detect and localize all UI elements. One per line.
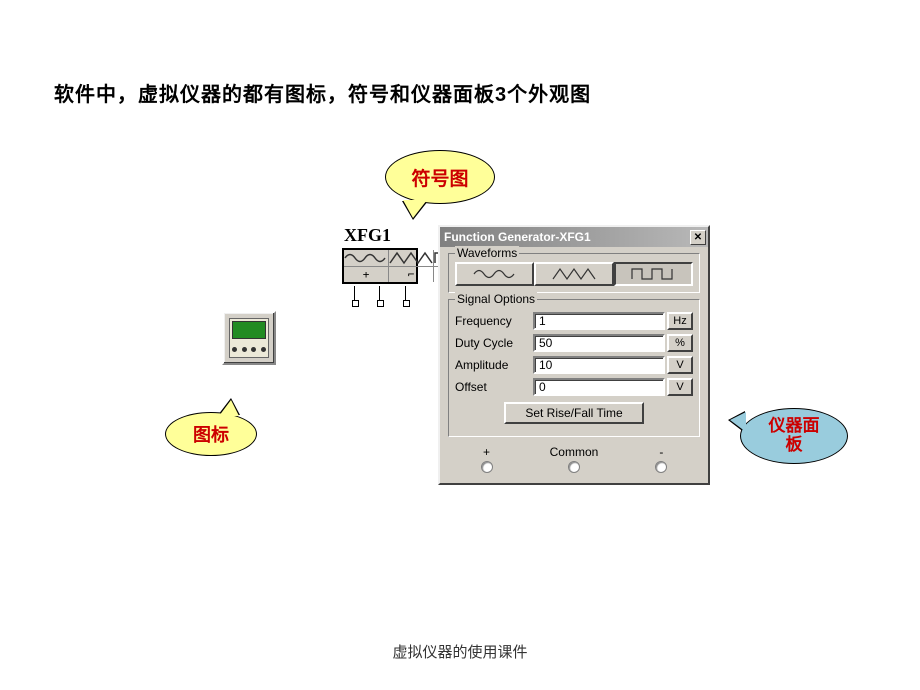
duty-cycle-input[interactable]: 50: [533, 334, 665, 352]
symbol-component[interactable]: + ⌐ −: [342, 248, 418, 284]
frequency-row: Frequency 1 Hz: [455, 312, 693, 330]
terminal-minus: -: [655, 445, 667, 473]
frequency-input[interactable]: 1: [533, 312, 665, 330]
callout-panel-label: 仪器面 板: [740, 408, 848, 464]
callout-symbol: 符号图: [385, 150, 495, 204]
duty-cycle-row: Duty Cycle 50 %: [455, 334, 693, 352]
window-title: Function Generator-XFG1: [444, 230, 690, 244]
waveform-square-button[interactable]: [614, 262, 693, 286]
toolbar-icon[interactable]: [222, 311, 276, 365]
offset-input[interactable]: 0: [533, 378, 665, 396]
function-generator-panel: Function Generator-XFG1 ✕ Waveforms Sign…: [438, 225, 710, 485]
title-bar[interactable]: Function Generator-XFG1 ✕: [440, 227, 708, 247]
set-rise-fall-button[interactable]: Set Rise/Fall Time: [504, 402, 644, 424]
duty-cycle-unit-button[interactable]: %: [667, 334, 693, 352]
close-button[interactable]: ✕: [690, 230, 706, 245]
signal-options-group-label: Signal Options: [455, 292, 537, 306]
symbol-pin-plus: +: [344, 267, 388, 283]
waveform-sine-button[interactable]: [455, 262, 534, 286]
symbol-pins: [342, 286, 418, 304]
terminal-plus-radio[interactable]: [481, 461, 493, 473]
amplitude-row: Amplitude 10 V: [455, 356, 693, 374]
toolbar-icon-graphic: [229, 318, 269, 358]
symbol-label: XFG1: [344, 225, 391, 246]
callout-symbol-label: 符号图: [385, 150, 495, 204]
frequency-label: Frequency: [455, 314, 533, 328]
waveform-triangle-button[interactable]: [534, 262, 613, 286]
offset-row: Offset 0 V: [455, 378, 693, 396]
duty-cycle-label: Duty Cycle: [455, 336, 533, 350]
signal-options-group: Signal Options Frequency 1 Hz Duty Cycle…: [448, 299, 700, 437]
terminal-minus-label: -: [659, 445, 663, 459]
callout-icon-label: 图标: [165, 412, 257, 456]
terminal-plus: +: [481, 445, 493, 473]
waveforms-group: Waveforms: [448, 253, 700, 293]
frequency-unit-button[interactable]: Hz: [667, 312, 693, 330]
terminal-minus-radio[interactable]: [655, 461, 667, 473]
triangle-wave-icon: [389, 250, 433, 267]
symbol-pin-common: ⌐: [389, 267, 433, 283]
terminal-common-label: Common: [550, 445, 599, 459]
terminals-row: + Common -: [440, 443, 708, 483]
footer-text: 虚拟仪器的使用课件: [392, 641, 527, 662]
offset-unit-button[interactable]: V: [667, 378, 693, 396]
sine-wave-icon: [344, 250, 388, 267]
close-icon: ✕: [694, 232, 702, 243]
terminal-common-radio[interactable]: [568, 461, 580, 473]
callout-panel: 仪器面 板: [740, 408, 848, 464]
terminal-common: Common: [550, 445, 599, 473]
amplitude-label: Amplitude: [455, 358, 533, 372]
waveforms-group-label: Waveforms: [455, 246, 519, 260]
offset-label: Offset: [455, 380, 533, 394]
slide-title: 软件中，虚拟仪器的都有图标，符号和仪器面板3个外观图: [54, 78, 591, 107]
callout-icon: 图标: [165, 412, 257, 456]
amplitude-input[interactable]: 10: [533, 356, 665, 374]
terminal-plus-label: +: [483, 445, 490, 459]
amplitude-unit-button[interactable]: V: [667, 356, 693, 374]
